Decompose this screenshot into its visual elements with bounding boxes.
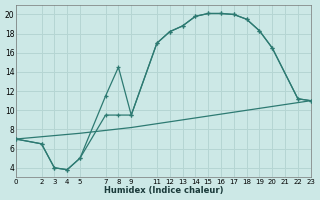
X-axis label: Humidex (Indice chaleur): Humidex (Indice chaleur) [104, 186, 223, 195]
